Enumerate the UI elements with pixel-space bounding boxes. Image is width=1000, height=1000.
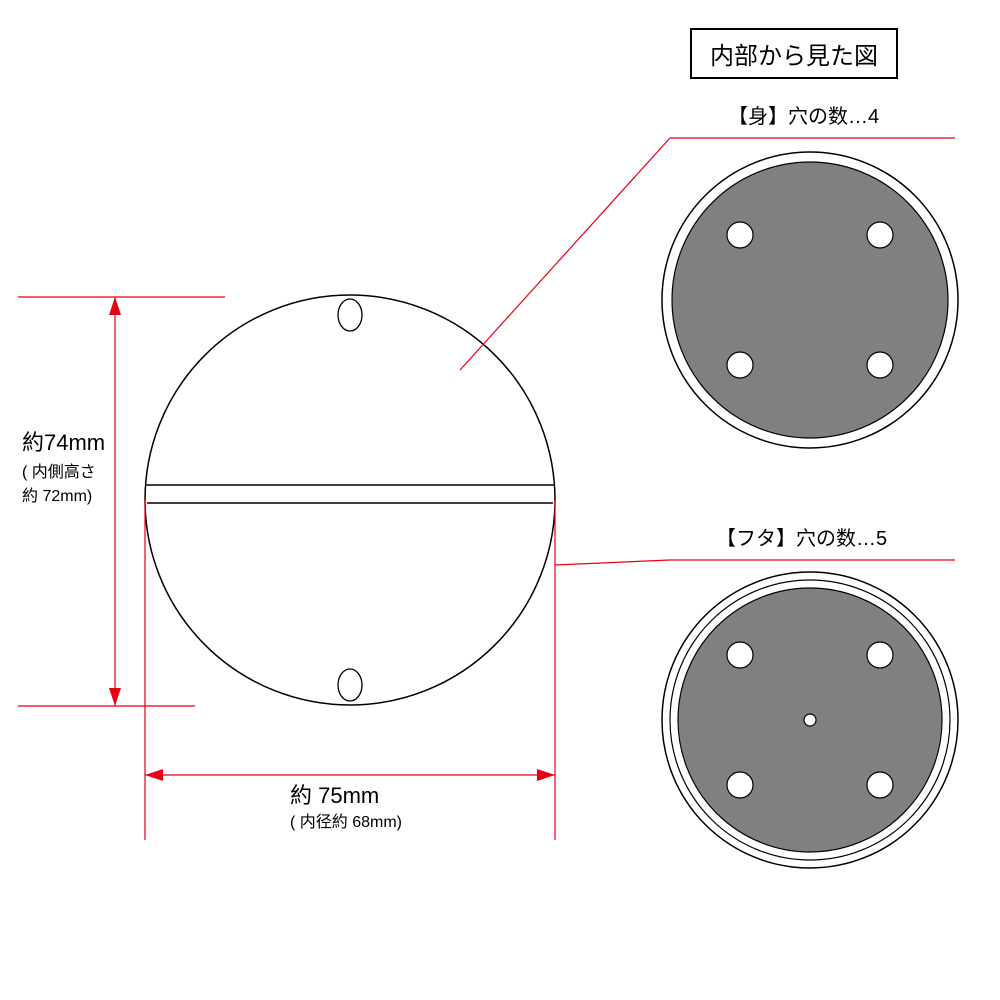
title-box: 内部から見た図: [690, 28, 898, 79]
lid-view-label: 【フタ】穴の数…5: [716, 522, 887, 551]
main-side-view: [145, 293, 555, 707]
body-interior-view: [662, 152, 958, 448]
body-view-label: 【身】穴の数…4: [728, 100, 879, 129]
height-dimension-sublabel: ( 内側高さ約 72mm): [22, 458, 96, 506]
diagram-svg: [0, 0, 1000, 1000]
lid-interior-view: [662, 572, 958, 868]
height-dimension-label: 約74mm: [22, 425, 105, 457]
width-dimension-sublabel: ( 内径約 68mm): [290, 808, 402, 832]
width-dimension-label: 約 75mm: [290, 778, 379, 810]
